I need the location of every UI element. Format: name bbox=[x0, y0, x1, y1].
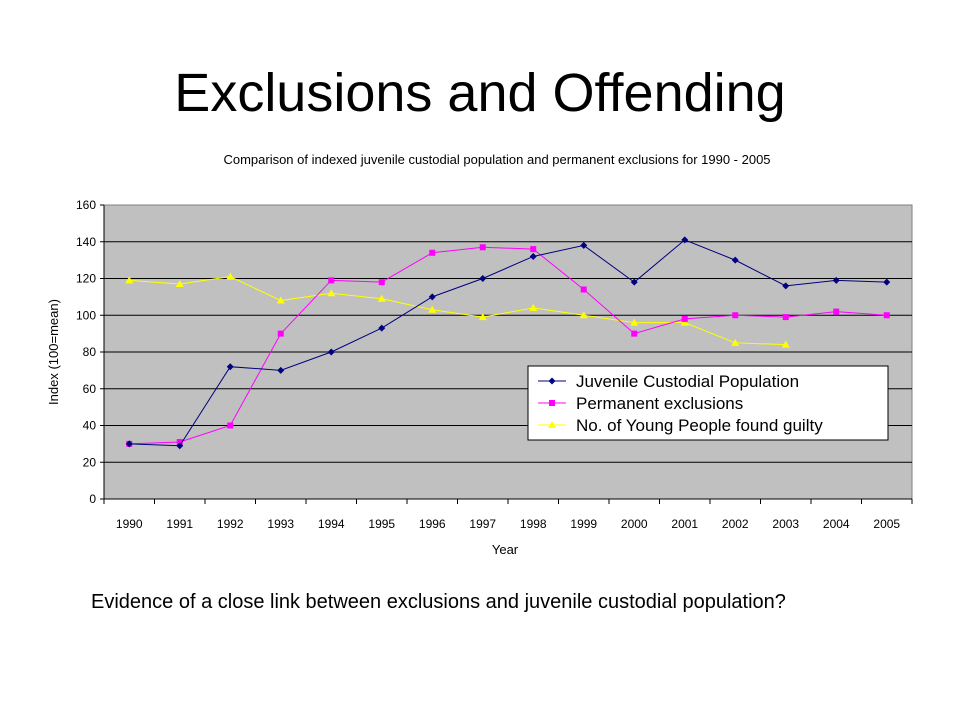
x-tick-label: 1991 bbox=[166, 517, 193, 531]
x-tick-label: 2000 bbox=[621, 517, 648, 531]
data-point bbox=[731, 256, 739, 264]
data-point bbox=[781, 340, 790, 348]
x-tick-label: 1993 bbox=[267, 517, 294, 531]
legend-label: Juvenile Custodial Population bbox=[576, 372, 799, 391]
x-tick-label: 1995 bbox=[368, 517, 395, 531]
data-point bbox=[883, 278, 891, 286]
x-tick-label: 2001 bbox=[671, 517, 698, 531]
data-point bbox=[125, 276, 134, 284]
x-tick-label: 1999 bbox=[570, 517, 597, 531]
data-point bbox=[175, 280, 184, 288]
data-point bbox=[631, 330, 638, 337]
data-point bbox=[579, 311, 588, 319]
legend-item: Permanent exclusions bbox=[538, 394, 743, 413]
data-point bbox=[276, 296, 285, 304]
data-point bbox=[227, 422, 234, 429]
data-point bbox=[732, 312, 739, 319]
data-point bbox=[782, 314, 789, 321]
legend-marker bbox=[548, 421, 556, 428]
data-point bbox=[378, 324, 386, 332]
y-tick-label: 40 bbox=[83, 419, 97, 433]
data-point bbox=[327, 348, 335, 356]
series-no-of-young-people-found-guilty bbox=[125, 272, 790, 348]
x-tick-label: 2002 bbox=[722, 517, 749, 531]
data-point bbox=[328, 277, 335, 284]
data-point bbox=[277, 330, 284, 337]
data-point bbox=[125, 440, 133, 448]
x-tick-label: 1997 bbox=[469, 517, 496, 531]
y-axis: 0 20 40 60 80 100 120 140 160 bbox=[76, 198, 105, 506]
data-point bbox=[782, 282, 790, 290]
gridlines bbox=[104, 241, 912, 463]
data-point bbox=[580, 241, 588, 249]
y-tick-label: 60 bbox=[83, 382, 97, 396]
y-tick-label: 0 bbox=[89, 492, 96, 506]
data-point bbox=[681, 315, 688, 322]
legend-item: No. of Young People found guilty bbox=[538, 416, 823, 435]
series-juvenile-custodial-population bbox=[125, 236, 891, 450]
data-point bbox=[681, 236, 689, 244]
data-point bbox=[428, 293, 436, 301]
data-point bbox=[479, 275, 487, 282]
chart-title: Comparison of indexed juvenile custodial… bbox=[223, 152, 770, 167]
legend-label: Permanent exclusions bbox=[576, 394, 743, 413]
data-point bbox=[833, 308, 840, 315]
x-tick-label: 1992 bbox=[217, 517, 244, 531]
y-tick-label: 20 bbox=[83, 455, 97, 469]
data-point bbox=[377, 294, 386, 302]
data-point bbox=[176, 442, 184, 450]
data-point bbox=[530, 246, 537, 253]
data-point bbox=[226, 363, 234, 371]
legend-box bbox=[527, 365, 889, 441]
x-tick-label: 1994 bbox=[318, 517, 345, 531]
y-tick-label: 80 bbox=[83, 345, 97, 359]
legend-item: Juvenile Custodial Population bbox=[538, 372, 799, 391]
data-point bbox=[630, 318, 639, 326]
data-point bbox=[176, 439, 183, 446]
x-axis-label: Year bbox=[492, 542, 519, 557]
data-point bbox=[630, 278, 638, 286]
data-point bbox=[327, 289, 336, 297]
caption: Evidence of a close link between exclusi… bbox=[91, 591, 786, 613]
x-axis: 1990 1991 1992 1993 1994 1995 1996 1997 1998 1999… bbox=[103, 498, 913, 531]
series-line bbox=[129, 276, 786, 346]
series-line bbox=[129, 239, 887, 447]
y-tick-label: 160 bbox=[76, 198, 96, 212]
data-point bbox=[226, 272, 235, 280]
x-tick-label: 1990 bbox=[116, 517, 143, 531]
data-point bbox=[731, 338, 740, 346]
data-point bbox=[429, 249, 436, 256]
y-tick-label: 140 bbox=[76, 235, 96, 249]
data-point bbox=[832, 276, 840, 284]
x-tick-label: 1998 bbox=[520, 517, 547, 531]
data-point bbox=[529, 303, 538, 311]
x-tick-label: 2003 bbox=[772, 517, 799, 531]
data-point bbox=[529, 252, 537, 260]
data-point bbox=[883, 312, 890, 319]
data-point bbox=[479, 244, 486, 251]
legend-marker bbox=[548, 377, 556, 385]
data-point bbox=[580, 286, 587, 293]
y-tick-label: 120 bbox=[76, 272, 96, 286]
data-point bbox=[478, 313, 487, 321]
x-tick-label: 2004 bbox=[823, 517, 850, 531]
legend-marker bbox=[549, 400, 555, 406]
x-tick-label: 1996 bbox=[419, 517, 446, 531]
y-tick-label: 100 bbox=[76, 308, 96, 322]
y-axis-label: Index (100=mean) bbox=[46, 299, 61, 405]
slide-title: Exclusions and Offending bbox=[174, 63, 786, 123]
data-point bbox=[277, 366, 285, 374]
x-tick-label: 2005 bbox=[873, 517, 900, 531]
legend: Juvenile Custodial Population Permanent e… bbox=[527, 365, 889, 441]
series-line bbox=[129, 246, 887, 445]
data-point bbox=[378, 279, 385, 286]
data-point bbox=[428, 305, 437, 313]
legend-label: No. of Young People found guilty bbox=[576, 416, 823, 435]
series-layer bbox=[125, 236, 891, 450]
data-point bbox=[680, 318, 689, 326]
